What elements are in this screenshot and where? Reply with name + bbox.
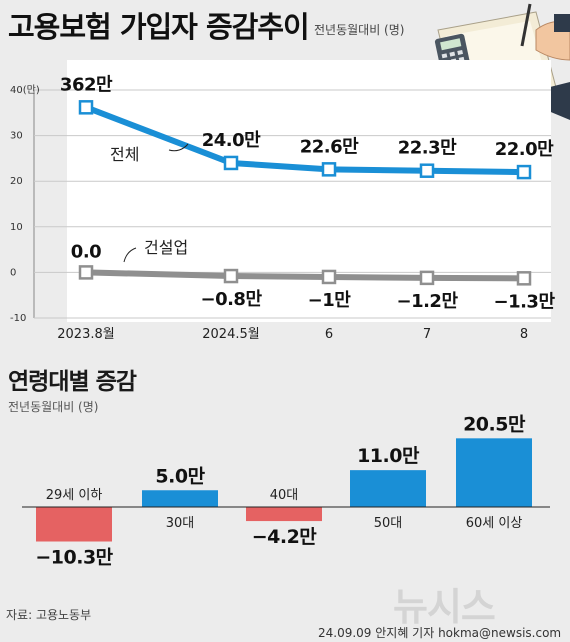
bar-value-label: −10.3만 <box>35 547 113 569</box>
bar-0 <box>36 507 112 542</box>
legend-total-label: 전체 <box>110 145 139 164</box>
data-label-construction: −1만 <box>308 290 352 311</box>
data-label-total: 22.6만 <box>300 136 359 157</box>
data-label-construction: −0.8만 <box>200 289 262 310</box>
data-label-total: 22.3만 <box>398 138 457 159</box>
chart-unit-label: 전년동월대비 (명) <box>314 23 405 37</box>
page-title: 고용보험 가입자 증감추이 <box>8 10 310 44</box>
data-point-total <box>78 100 94 115</box>
bar-2 <box>246 507 322 522</box>
data-label-construction: 0.0 <box>71 241 101 262</box>
pen-icon <box>520 3 532 47</box>
data-point-total <box>321 162 337 177</box>
x-tick-label: 8 <box>520 327 528 342</box>
section-title: 연령대별 증감 <box>8 369 137 395</box>
bar-category-label: 40대 <box>270 488 299 503</box>
line-chart: 40(만) 30 20 10 0 -10 2023.8월 2024.5월 6 7 8 362만 24… <box>10 60 556 342</box>
y-tick-label: -10 <box>10 313 26 324</box>
bar-chart: 29세 이하 −10.3만 5.0만 30대 40대 −4.2만 11.0만 50대 20.5만… <box>22 413 550 569</box>
data-labels: 362만 24.0만 22.6만 22.3만 22.0만 0.0 −0.8만 −1만 −1.2만… <box>60 74 556 312</box>
x-tick-label: 7 <box>423 327 431 342</box>
bar-category-label: 50대 <box>374 516 403 531</box>
source-text: 자료: 고용노동부 <box>6 608 92 622</box>
data-label-total: 362만 <box>60 74 113 95</box>
bar-chart-unit-label: 전년동월대비 (명) <box>8 400 99 414</box>
x-tick-label: 2024.5월 <box>202 327 259 342</box>
x-axis: 2023.8월 2024.5월 6 7 8 <box>57 327 528 342</box>
bar-4 <box>456 438 532 507</box>
hand-right-icon <box>535 14 570 61</box>
data-point-total <box>419 163 435 178</box>
y-tick-label: 30 <box>10 131 23 142</box>
legend-construction-label: 건설업 <box>144 238 188 257</box>
data-label-construction: −1.2만 <box>396 291 458 312</box>
data-point-construction <box>419 270 435 286</box>
data-label-construction: −1.3만 <box>493 291 555 312</box>
data-point-construction <box>516 271 532 286</box>
bar-3 <box>350 470 426 507</box>
y-tick-label: 10 <box>10 222 23 233</box>
bar-value-label: −4.2만 <box>252 526 318 548</box>
data-point-total <box>223 155 239 171</box>
data-label-total: 22.0만 <box>495 139 554 160</box>
bars-group: 29세 이하 −10.3만 5.0만 30대 40대 −4.2만 11.0만 50대 20.5만… <box>35 413 532 569</box>
y-axis: 40(만) 30 20 10 0 -10 <box>10 84 551 324</box>
data-point-construction <box>321 269 337 285</box>
bar-category-label: 30대 <box>166 516 195 531</box>
bar-category-label: 60세 이상 <box>466 516 523 531</box>
bar-value-label: 20.5만 <box>463 413 526 435</box>
data-point-construction <box>223 268 239 284</box>
bar-category-label: 29세 이하 <box>46 488 103 503</box>
legend-construction: 건설업 <box>123 238 188 263</box>
credit-text: 24.09.09 안지혜 기자 hokma@newsis.com <box>318 626 562 640</box>
bar-value-label: 5.0만 <box>155 465 205 487</box>
y-tick-label: 40(만) <box>10 84 40 96</box>
series-group <box>78 100 532 286</box>
bar-value-label: 11.0만 <box>357 445 420 467</box>
data-label-total: 24.0만 <box>202 130 261 151</box>
bar-1 <box>142 490 218 507</box>
x-tick-label: 6 <box>325 327 333 342</box>
newsis-logo: 뉴시스 <box>393 585 496 629</box>
y-tick-label: 0 <box>10 267 16 278</box>
data-point-construction <box>78 265 94 280</box>
legend-total: 전체 <box>110 143 189 164</box>
data-point-total <box>516 164 532 180</box>
x-tick-label: 2023.8월 <box>57 327 114 342</box>
y-tick-label: 20 <box>10 176 23 187</box>
